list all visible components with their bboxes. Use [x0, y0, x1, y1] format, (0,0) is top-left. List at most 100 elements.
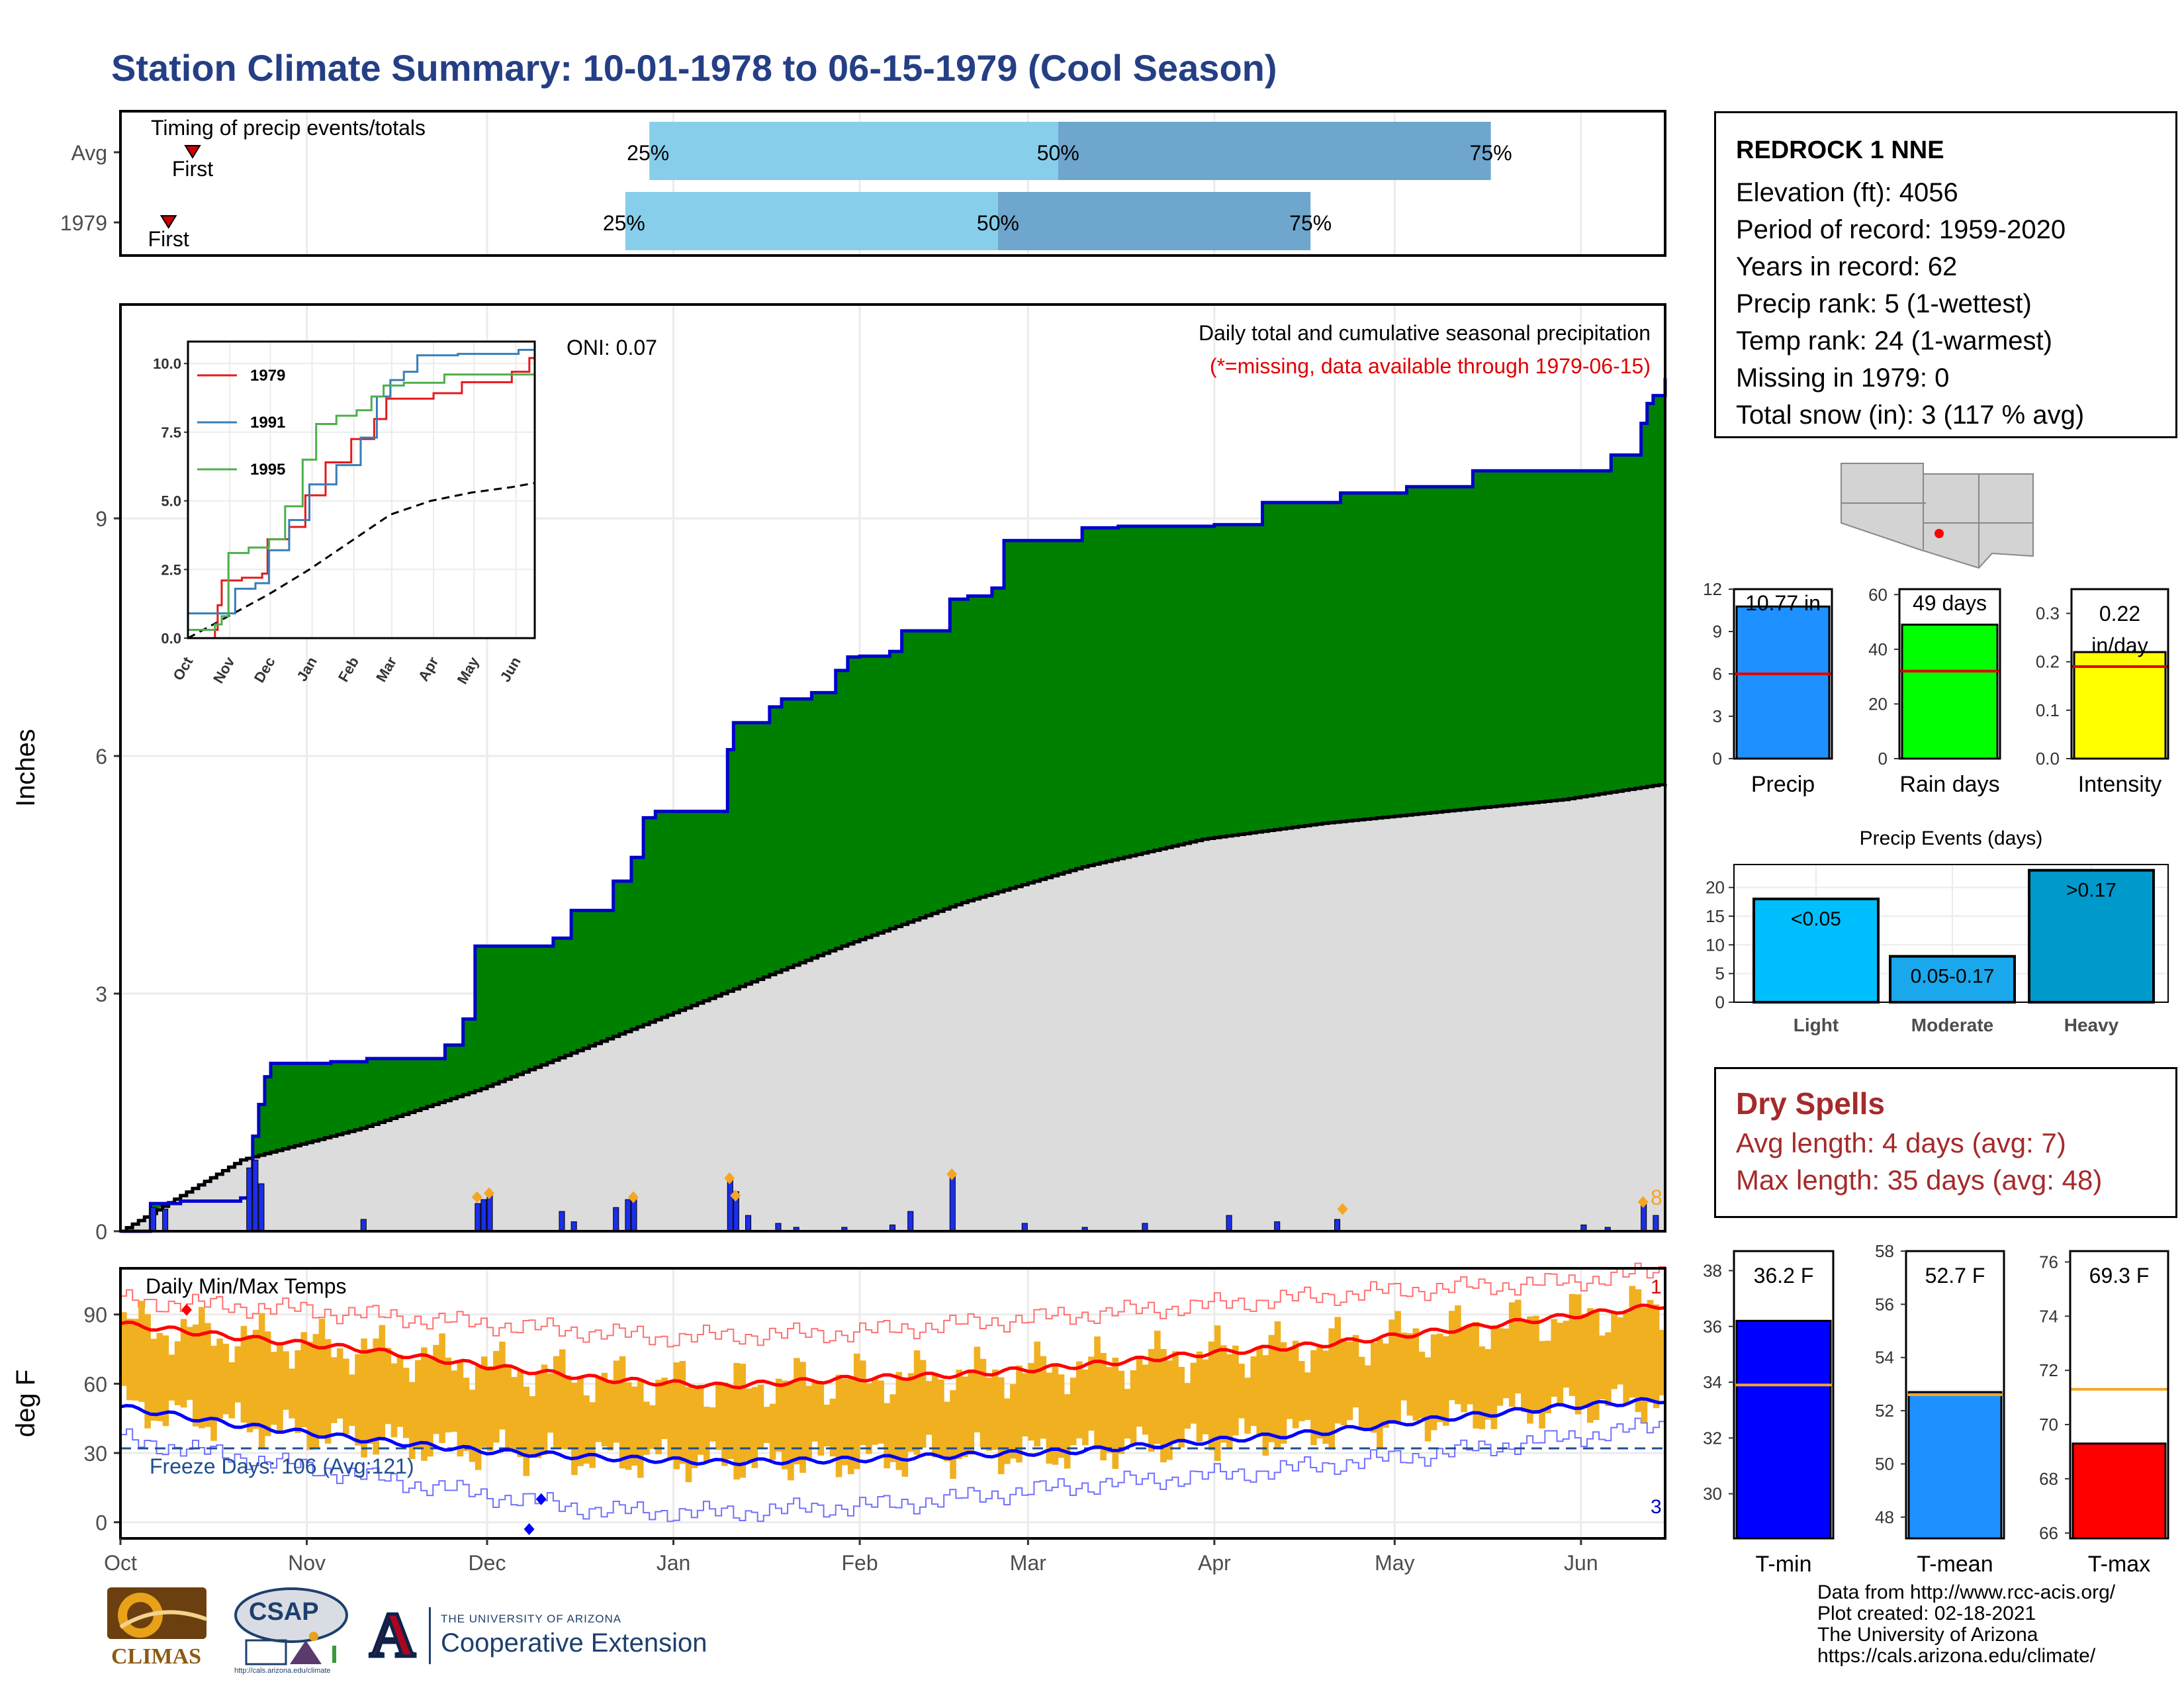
- daily-temp-bar: [655, 1380, 662, 1454]
- summary-y-tick-label: 20: [1868, 694, 1888, 714]
- daily-temp-bar: [1190, 1362, 1197, 1424]
- daily-precip-bar: [631, 1199, 637, 1232]
- inset-y-tick-label: 5.0: [161, 493, 181, 510]
- university-line: The University of Arizona: [1817, 1624, 2038, 1646]
- timing-row-label: 1979: [60, 211, 107, 235]
- timing-first-label: First: [148, 227, 189, 251]
- daily-temp-bar: [1473, 1322, 1479, 1429]
- daily-temp-bar: [1545, 1340, 1551, 1414]
- events-value-label: <0.05: [1791, 908, 1841, 930]
- daily-temp-bar: [1659, 1329, 1666, 1395]
- daily-temp-bar: [1394, 1311, 1401, 1423]
- daily-temp-bar: [295, 1350, 301, 1433]
- y-axis-title: deg F: [11, 1370, 40, 1437]
- logo-divider: [429, 1607, 431, 1664]
- daily-temp-bar: [1100, 1352, 1107, 1461]
- daily-temp-bar: [685, 1387, 692, 1483]
- month-tick-label: Dec: [469, 1551, 506, 1575]
- csap-cloud-icon: [234, 1587, 348, 1665]
- daily-temp-bar: [1364, 1365, 1371, 1430]
- daily-temp-bar: [361, 1338, 367, 1458]
- station-elevation: Elevation (ft): 4056: [1736, 178, 1958, 207]
- summary-value-label: 0.22: [2099, 602, 2140, 626]
- summary-axis-label: Precip: [1751, 772, 1815, 797]
- snow-marker: [946, 1168, 958, 1180]
- daily-temp-bar: [853, 1353, 860, 1470]
- average-max-line: [120, 1303, 1666, 1389]
- daily-temp-bar: [1178, 1366, 1185, 1448]
- summary-value-label: 10.77 in: [1745, 591, 1821, 615]
- daily-temp-bar: [433, 1344, 439, 1434]
- daily-temp-bar: [878, 1380, 884, 1444]
- events-value-label: >0.17: [2066, 880, 2116, 902]
- daily-precip-bar: [1334, 1219, 1341, 1232]
- daily-temp-bar: [445, 1357, 451, 1432]
- daily-temp-bar: [168, 1354, 175, 1401]
- daily-temp-bar: [968, 1369, 975, 1455]
- summary-y-tick-label: 50: [1875, 1454, 1894, 1474]
- daily-temp-bar: [649, 1405, 656, 1449]
- daily-temp-bar: [1172, 1351, 1179, 1441]
- daily-temp-bar: [511, 1377, 518, 1450]
- daily-temp-bar: [637, 1381, 644, 1478]
- daily-temp-bar: [1430, 1334, 1437, 1430]
- daily-temp-bar: [439, 1333, 445, 1443]
- oni-label: ONI: 0.07: [567, 336, 657, 359]
- daily-temp-bar: [751, 1387, 758, 1468]
- daily-precip-bar: [246, 1167, 253, 1232]
- summary-bar: [1735, 1319, 1832, 1540]
- events-category-label: Heavy: [2064, 1015, 2119, 1035]
- daily-temp-bar: [385, 1348, 392, 1425]
- source-line: Data from http://www.rcc-acis.org/: [1817, 1581, 2116, 1603]
- daily-temp-bar: [349, 1374, 355, 1427]
- daily-temp-bar: [1058, 1374, 1065, 1458]
- summary-value-label: 52.7 F: [1925, 1264, 1985, 1288]
- summary-y-tick-label: 56: [1875, 1294, 1894, 1314]
- daily-temp-bar: [1605, 1332, 1612, 1407]
- daily-temp-bar: [1244, 1378, 1251, 1434]
- summary-axis-label: T-min: [1756, 1552, 1812, 1577]
- month-tick-label: Apr: [1198, 1551, 1231, 1575]
- daily-temp-bar: [402, 1368, 410, 1438]
- daily-temp-bar: [1623, 1313, 1630, 1405]
- daily-temp-bar: [1028, 1363, 1034, 1441]
- daily-temp-bar: [343, 1358, 349, 1434]
- daily-temp-bar: [739, 1364, 746, 1478]
- summary-y-tick-label: 12: [1703, 579, 1722, 599]
- daily-temp-bar: [1316, 1344, 1323, 1439]
- daily-precip-bar: [613, 1207, 619, 1232]
- timing-title: Timing of precip events/totals: [151, 116, 426, 140]
- summary-y-tick-label: 74: [2039, 1306, 2058, 1326]
- timing-q50-label: 50%: [1037, 141, 1079, 165]
- daily-temp-bar: [336, 1348, 343, 1419]
- plot-created-line: Plot created: 02-18-2021: [1817, 1603, 2036, 1624]
- timing-bar-q50-q75: [1058, 122, 1491, 180]
- daily-temp-bar: [486, 1366, 494, 1451]
- daily-temp-bar: [289, 1368, 295, 1419]
- daily-temp-bar: [1064, 1394, 1071, 1469]
- daily-temp-bar: [1383, 1343, 1389, 1428]
- daily-temp-bar: [1484, 1348, 1492, 1420]
- daily-temp-bar: [1346, 1341, 1353, 1421]
- daily-temp-bar: [457, 1362, 464, 1457]
- summary-bar: [1907, 1391, 2003, 1540]
- daily-temp-bar: [1328, 1328, 1336, 1450]
- daily-temp-bar: [180, 1319, 187, 1408]
- daily-temp-bar: [396, 1354, 404, 1427]
- daily-precip-bar: [1641, 1203, 1647, 1232]
- station-temp-rank: Temp rank: 24 (1-warmest): [1736, 326, 2052, 355]
- daily-temp-bar: [1551, 1319, 1558, 1397]
- daily-precip-bar: [480, 1199, 487, 1232]
- daily-temp-bar: [523, 1386, 530, 1476]
- daily-temp-bar: [643, 1401, 650, 1455]
- daily-precip-bar: [162, 1208, 169, 1232]
- station-location-marker: [1934, 529, 1944, 538]
- daily-precip-bar: [252, 1159, 259, 1232]
- daily-temp-bar: [1580, 1314, 1588, 1407]
- csap-url: http://cals.arizona.edu/climate: [234, 1667, 331, 1675]
- inset-average-line: [187, 482, 535, 639]
- summary-y-tick-label: 36: [1703, 1317, 1722, 1336]
- summary-y-tick-label: 68: [2039, 1469, 2058, 1489]
- daily-temp-bar: [607, 1380, 614, 1451]
